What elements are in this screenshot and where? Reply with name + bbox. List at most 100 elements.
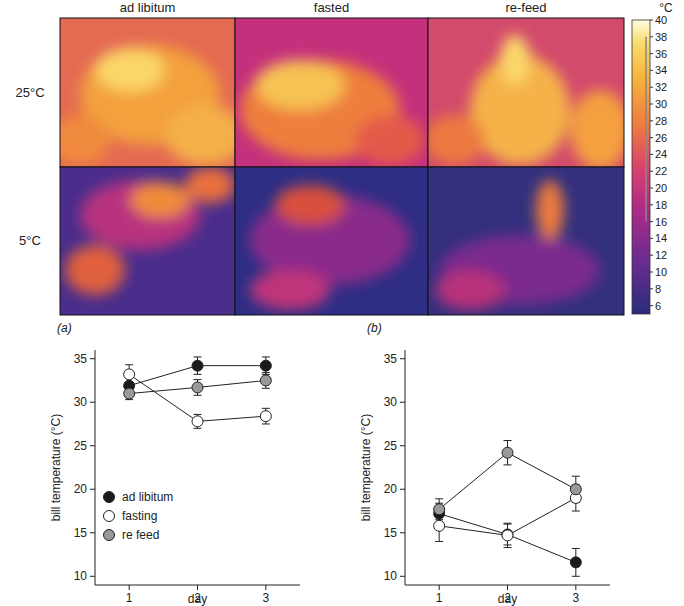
error-cap [194,356,202,357]
error-cap [572,511,580,512]
colorbar-tick-label: 22 [655,165,667,177]
y-tick-label: 35 [74,352,88,366]
y-tick-label: 10 [74,569,88,583]
plot-data [434,441,582,577]
error-cap [572,548,580,549]
colorbar-tick [650,204,653,205]
colorbar-tick-label: 6 [655,300,661,312]
colorbar-tick-label: 28 [655,115,667,127]
heat-blob [185,167,235,203]
x-tick [439,585,440,590]
error-cap [435,541,443,542]
colorbar-tick [650,20,653,21]
data-point [260,360,271,371]
colorbar-marker [645,37,647,222]
data-point [124,388,135,399]
y-tick [90,402,95,403]
y-tick-label: 15 [384,526,398,540]
thermal-image [60,167,235,315]
colorbar-tick-label: 12 [655,249,667,261]
x-tick [265,585,266,590]
y-tick-label: 15 [74,526,88,540]
error-cap [262,423,270,424]
series-line [129,374,266,421]
heat-blob [500,35,530,85]
y-axis [95,350,96,585]
colorbar-tick [650,288,653,289]
colorbar-tick [650,272,653,273]
legend-marker [104,530,115,541]
line-chart: 101520253035123daybill temperature (°C)(… [359,321,610,606]
error-cap [504,440,512,441]
column-label: ad libitum [120,0,176,15]
data-point [434,504,445,515]
y-axis-label: bill temperature (°C) [359,414,373,522]
colorbar-tick-label: 8 [655,283,661,295]
panel-label: (a) [57,321,72,335]
heat-blob [60,115,110,165]
colorbar-tick-label: 24 [655,148,667,160]
y-tick-label: 20 [74,482,88,496]
plot-data [124,357,272,428]
y-tick-label: 25 [384,439,398,453]
data-point [260,411,271,422]
error-cap [262,356,270,357]
colorbar-tick [650,154,653,155]
colorbar-tick [650,104,653,105]
image-frame [235,18,428,167]
y-tick [90,576,95,577]
image-background [60,167,235,315]
legend-marker [104,511,115,522]
heat-blob [130,182,190,218]
data-point [502,530,513,541]
panel-label: (b) [367,321,382,335]
x-tick [507,585,508,590]
heat-blob [428,115,485,165]
colorbar-tick [650,70,653,71]
colorbar-tick-label: 26 [655,132,667,144]
y-tick [90,358,95,359]
y-axis [405,350,406,585]
colorbar-tick [650,255,653,256]
colorbar-tick [650,137,653,138]
x-axis-label: day [188,592,207,606]
image-background [235,167,428,315]
error-cap [504,523,512,524]
heat-blob [250,270,330,310]
y-tick-label: 30 [384,395,398,409]
thermal-image [60,18,235,167]
image-frame [428,167,624,315]
colorbar [632,20,650,314]
x-axis-label: day [498,592,517,606]
x-tick-label: 1 [126,591,133,605]
heat-blob [355,115,425,165]
image-frame [60,18,235,167]
legend-marker [104,492,115,503]
data-point [570,557,581,568]
heat-blob [536,180,564,240]
colorbar-tick-label: 20 [655,182,667,194]
heat-blob [275,185,345,225]
series-line [129,380,266,393]
image-background [428,167,624,315]
error-cap [504,547,512,548]
x-tick [575,585,576,590]
y-tick-label: 10 [384,569,398,583]
series-line [439,514,576,563]
error-cap [125,364,133,365]
y-axis-label: bill temperature (°C) [49,414,63,522]
image-blobs [250,185,410,310]
image-blobs [240,60,425,165]
data-point [192,382,203,393]
colorbar-label: °C [659,1,673,15]
colorbar-tick-label: 40 [655,14,667,26]
image-frame [60,167,235,315]
colorbar-tick [650,87,653,88]
legend-label: fasting [122,509,157,523]
y-tick [400,489,405,490]
image-blobs [435,180,600,310]
colorbar-tick-label: 32 [655,81,667,93]
y-tick [400,532,405,533]
image-blobs [60,45,235,165]
heat-blob [255,60,345,110]
